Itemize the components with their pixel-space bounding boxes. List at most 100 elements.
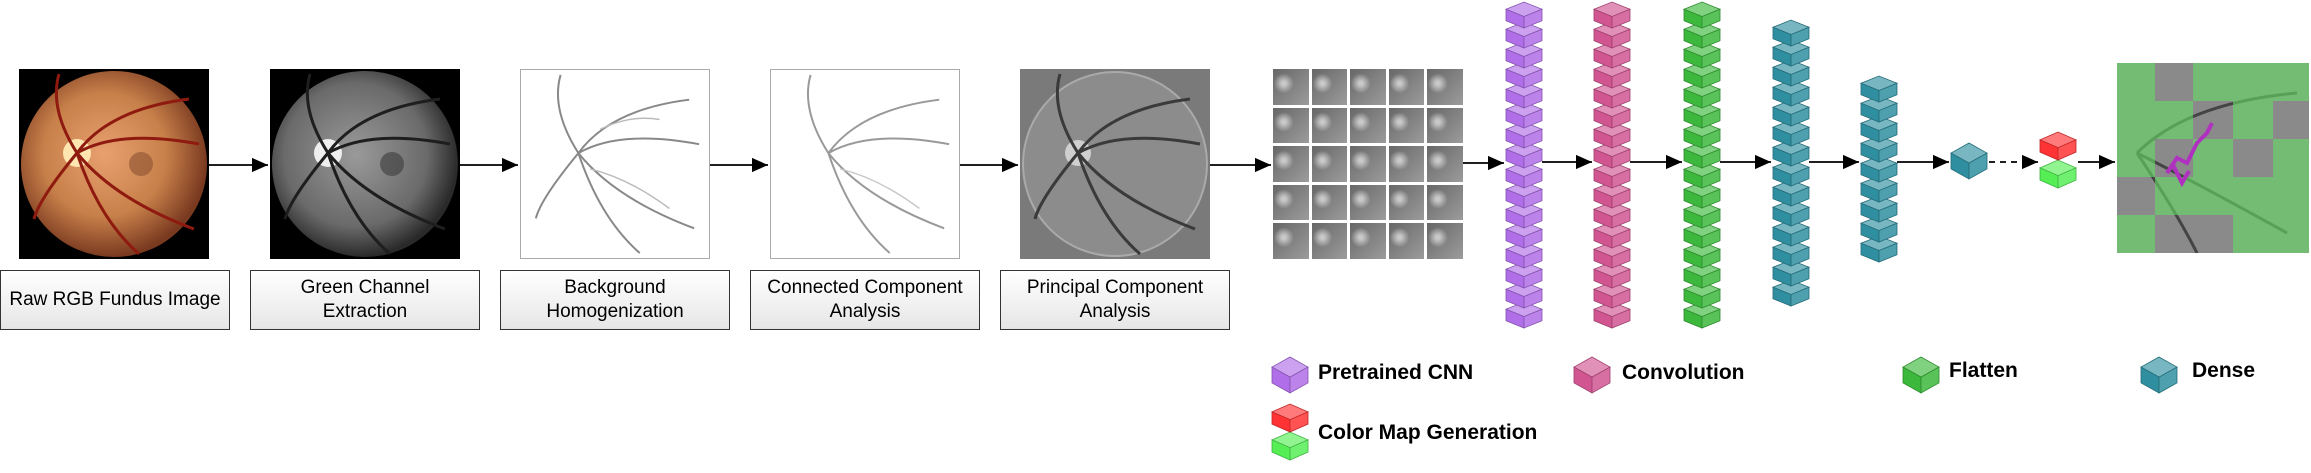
raw-fundus-image	[19, 69, 209, 259]
convolution-stack-1-cube	[1592, 21, 1632, 49]
dense-stack-2-cube	[1859, 95, 1899, 123]
patch	[1273, 184, 1309, 221]
color-map-cube	[2038, 131, 2078, 189]
dense-stack-1-cube	[1771, 219, 1811, 247]
pretrained-cnn-stack-cube	[1504, 281, 1544, 309]
pretrained-cnn-stack-cube	[1504, 241, 1544, 269]
dense-stack-2	[1859, 75, 1899, 263]
stage-label-connected-component: Connected Component Analysis	[750, 270, 980, 330]
convolution-stack-1	[1592, 1, 1632, 329]
dense-stack-1-cube	[1771, 79, 1811, 107]
pretrained-cnn-stack-cube	[1504, 201, 1544, 229]
patch-grid	[1273, 69, 1463, 259]
convolution-stack-1-cube	[1592, 261, 1632, 289]
dense-stack-2-cube	[1859, 155, 1899, 183]
flatten-stack-cube	[1682, 301, 1722, 329]
stage-label-raw: Raw RGB Fundus Image	[0, 270, 230, 330]
patch	[1273, 223, 1309, 259]
pretrained-cnn-stack-cube	[1504, 261, 1544, 289]
convolution-stack-1-cube	[1592, 121, 1632, 149]
pretrained-cnn-stack-cube	[1504, 1, 1544, 29]
patch	[1427, 223, 1463, 259]
convolution-stack-1-cube	[1592, 81, 1632, 109]
convolution-stack-1-cube	[1592, 1, 1632, 29]
pretrained-cnn-stack-cube	[1504, 41, 1544, 69]
flatten-stack-cube	[1682, 201, 1722, 229]
patch	[1311, 107, 1348, 144]
convolution-stack-1-cube	[1592, 41, 1632, 69]
background-homogenization-image	[520, 69, 710, 259]
legend-label-convolution: Convolution	[1622, 361, 1745, 384]
patch	[1388, 146, 1425, 182]
patch	[1350, 223, 1386, 259]
output-heatmap	[2117, 63, 2309, 253]
flatten-stack-cube	[1682, 81, 1722, 109]
dense-stack-2-cube	[1859, 135, 1899, 163]
pretrained-cnn-stack-cube	[1504, 101, 1544, 129]
patch	[1388, 184, 1425, 221]
pretrained-cnn-stack-cube	[1504, 81, 1544, 109]
patch	[1350, 107, 1386, 144]
legend-icon-convolution	[1573, 356, 1611, 394]
convolution-stack-1-cube	[1592, 301, 1632, 329]
dense-stack-1-cube	[1771, 239, 1811, 267]
convolution-stack-1-cube	[1592, 201, 1632, 229]
patch	[1427, 69, 1463, 105]
patch	[1311, 69, 1348, 105]
connected-component-image	[770, 69, 960, 259]
flatten-stack-cube	[1682, 241, 1722, 269]
legend-icon-pretrained-cnn	[1271, 356, 1309, 394]
dense-stack-1-cube	[1771, 19, 1811, 47]
flatten-stack-cube	[1682, 61, 1722, 89]
patch	[1388, 223, 1425, 259]
dense-stack-1	[1771, 19, 1811, 307]
legend-label-flatten: Flatten	[1949, 359, 2018, 382]
dense-stack-1-cube	[1771, 179, 1811, 207]
patch	[1427, 146, 1463, 182]
dense-stack-2-cube	[1859, 75, 1899, 103]
patch	[1311, 146, 1348, 182]
flatten-stack-cube	[1682, 141, 1722, 169]
pretrained-cnn-stack-cube	[1504, 141, 1544, 169]
flatten-stack-cube	[1682, 1, 1722, 29]
convolution-stack-1-cube	[1592, 141, 1632, 169]
flatten-stack-cube	[1682, 121, 1722, 149]
patch	[1350, 69, 1386, 105]
patch	[1388, 69, 1425, 105]
legend-label-pretrained-cnn: Pretrained CNN	[1318, 361, 1474, 384]
dense-stack-1-cube	[1771, 199, 1811, 227]
legend-icon-flatten	[1902, 356, 1940, 394]
flatten-stack	[1682, 1, 1722, 329]
convolution-stack-1-cube	[1592, 101, 1632, 129]
pretrained-cnn-stack-cube	[1504, 161, 1544, 189]
patch	[1427, 107, 1463, 144]
pretrained-cnn-stack-cube	[1504, 121, 1544, 149]
patch	[1311, 223, 1348, 259]
patch	[1350, 146, 1386, 182]
legend-label-color-map: Color Map Generation	[1318, 421, 1538, 444]
legend-icon-dense	[2140, 356, 2178, 394]
dense-stack-1-cube	[1771, 259, 1811, 287]
dense-stack-2-cube	[1859, 215, 1899, 243]
pretrained-cnn-stack-cube	[1504, 61, 1544, 89]
legend-label-dense: Dense	[2192, 359, 2256, 382]
flatten-stack-cube	[1682, 101, 1722, 129]
stage-label-principal-component: Principal Component Analysis	[1000, 270, 1230, 330]
dense-stack-2-cube	[1859, 195, 1899, 223]
dense-stack-2-cube	[1859, 235, 1899, 263]
flatten-stack-cube	[1682, 281, 1722, 309]
patch	[1273, 69, 1309, 105]
dense-stack-1-cube	[1771, 39, 1811, 67]
convolution-stack-1-cube	[1592, 281, 1632, 309]
patch	[1350, 184, 1386, 221]
dense-output-cube	[1950, 142, 1988, 180]
patch	[1273, 107, 1309, 144]
pretrained-cnn-stack-cube	[1504, 221, 1544, 249]
legend-icon-color-map	[1271, 403, 1309, 461]
patch	[1273, 146, 1309, 182]
pretrained-cnn-stack	[1504, 1, 1544, 329]
dense-stack-2-cube	[1859, 115, 1899, 143]
green-channel-image	[270, 69, 460, 259]
patch	[1388, 107, 1425, 144]
